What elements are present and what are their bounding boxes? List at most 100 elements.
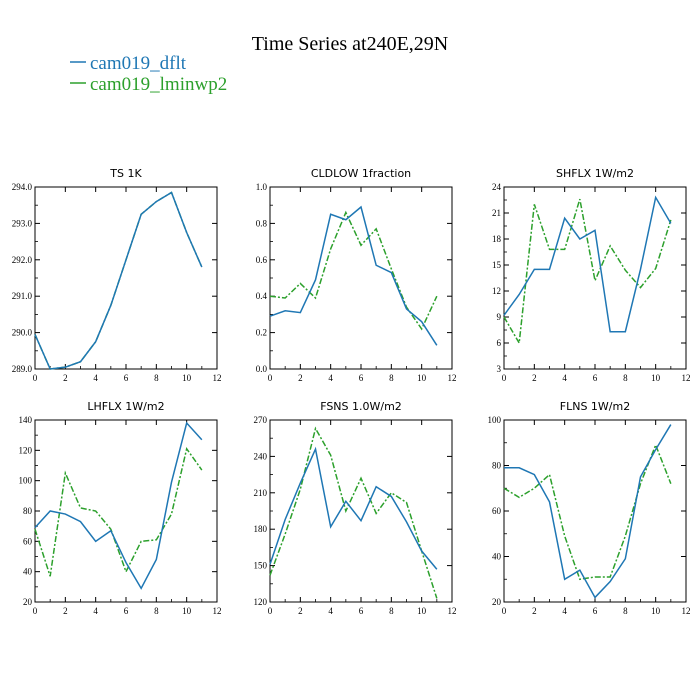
y-tick-label-ts: 291.0 bbox=[12, 291, 33, 301]
series-line-cam019-dflt-flns bbox=[504, 424, 672, 599]
x-tick-label-shflx: 2 bbox=[532, 373, 537, 383]
y-tick-label-cldlow: 1.0 bbox=[256, 182, 268, 192]
chart-panel-ts: TS 1K 0 2 4 6 8 10 12 289.0 290.0 291.0 292.0 293.0 2… bbox=[12, 167, 222, 383]
series-line-cam019-lminwp2-lhflx bbox=[34, 447, 203, 577]
x-tick-label-fsns: 2 bbox=[298, 606, 303, 616]
y-tick-label-ts: 290.0 bbox=[12, 328, 33, 338]
x-tick-label-cldlow: 0 bbox=[268, 373, 273, 383]
y-tick-label-fsns: 240 bbox=[254, 451, 268, 461]
figure-title: Time Series at240E,29N bbox=[252, 33, 448, 55]
x-tick-label-flns: 2 bbox=[532, 606, 537, 616]
y-tick-label-lhflx: 100 bbox=[19, 476, 33, 486]
series-line-cam019-dflt-lhflx bbox=[34, 421, 203, 590]
x-tick-label-flns: 10 bbox=[651, 606, 661, 616]
x-tick-label-lhflx: 8 bbox=[154, 606, 159, 616]
plot-frame-fsns bbox=[269, 419, 453, 603]
x-tick-label-flns: 6 bbox=[593, 606, 598, 616]
y-tick-label-ts: 292.0 bbox=[12, 255, 33, 265]
x-tick-label-lhflx: 12 bbox=[213, 606, 222, 616]
y-tick-label-lhflx: 80 bbox=[23, 506, 33, 516]
chart-panel-flns: FLNS 1W/m2 0 2 4 6 8 10 12 20 40 60 80 100 bbox=[488, 400, 691, 616]
legend-entry-dflt: cam019_dflt bbox=[70, 53, 187, 74]
x-tick-label-shflx: 0 bbox=[502, 373, 507, 383]
x-tick-label-flns: 12 bbox=[682, 606, 691, 616]
y-tick-label-fsns: 270 bbox=[254, 415, 268, 425]
x-tick-label-cldlow: 8 bbox=[389, 373, 394, 383]
series-line-cam019-lminwp2-flns bbox=[503, 442, 672, 581]
x-tick-label-ts: 6 bbox=[124, 373, 129, 383]
legend-entry-lminwp2: cam019_lminwp2 bbox=[70, 74, 227, 95]
series-line-cam019-dflt-shflx bbox=[503, 195, 672, 333]
y-tick-label-shflx: 6 bbox=[497, 338, 502, 348]
x-tick-label-shflx: 10 bbox=[651, 373, 661, 383]
y-tick-label-fsns: 210 bbox=[254, 488, 268, 498]
x-tick-label-lhflx: 6 bbox=[124, 606, 129, 616]
x-tick-label-ts: 4 bbox=[93, 373, 98, 383]
x-tick-label-shflx: 12 bbox=[682, 373, 691, 383]
x-tick-label-fsns: 0 bbox=[268, 606, 273, 616]
series-line-cam019-dflt-ts bbox=[34, 191, 203, 370]
x-tick-label-lhflx: 4 bbox=[93, 606, 98, 616]
legend-label-dflt: cam019_dflt bbox=[90, 53, 187, 74]
x-tick-label-cldlow: 2 bbox=[298, 373, 303, 383]
y-tick-label-shflx: 24 bbox=[492, 182, 502, 192]
legend-label-lminwp2: cam019_lminwp2 bbox=[90, 74, 227, 95]
x-tick-label-fsns: 10 bbox=[417, 606, 427, 616]
y-tick-label-cldlow: 0.6 bbox=[256, 255, 268, 265]
y-tick-label-shflx: 9 bbox=[497, 312, 502, 322]
y-tick-label-ts: 294.0 bbox=[12, 182, 33, 192]
chart-title-fsns: FSNS 1.0W/m2 bbox=[320, 400, 402, 413]
y-tick-label-shflx: 15 bbox=[492, 260, 502, 270]
x-tick-label-shflx: 6 bbox=[593, 373, 598, 383]
plot-frame-ts bbox=[34, 186, 218, 370]
x-tick-label-ts: 2 bbox=[63, 373, 68, 383]
y-tick-label-lhflx: 40 bbox=[23, 567, 33, 577]
y-tick-label-shflx: 3 bbox=[497, 364, 502, 374]
y-tick-label-ts: 293.0 bbox=[12, 218, 33, 228]
y-tick-label-fsns: 180 bbox=[254, 524, 268, 534]
chart-title-shflx: SHFLX 1W/m2 bbox=[556, 167, 634, 180]
x-tick-label-shflx: 4 bbox=[562, 373, 567, 383]
chart-title-lhflx: LHFLX 1W/m2 bbox=[87, 400, 164, 413]
x-tick-label-fsns: 4 bbox=[328, 606, 333, 616]
series-line-cam019-dflt-fsns bbox=[269, 446, 438, 570]
x-tick-label-flns: 8 bbox=[623, 606, 628, 616]
x-tick-label-lhflx: 2 bbox=[63, 606, 68, 616]
x-tick-label-fsns: 8 bbox=[389, 606, 394, 616]
y-tick-label-lhflx: 60 bbox=[23, 536, 33, 546]
y-tick-label-flns: 60 bbox=[492, 506, 502, 516]
x-tick-label-cldlow: 6 bbox=[359, 373, 364, 383]
plot-frame-flns bbox=[503, 419, 687, 603]
x-tick-label-shflx: 8 bbox=[623, 373, 628, 383]
x-tick-label-cldlow: 10 bbox=[417, 373, 427, 383]
x-tick-label-ts: 0 bbox=[33, 373, 38, 383]
y-tick-label-cldlow: 0.0 bbox=[256, 364, 268, 374]
y-tick-label-flns: 80 bbox=[492, 461, 502, 471]
y-tick-label-shflx: 12 bbox=[492, 286, 501, 296]
chart-title-cldlow: CLDLOW 1fraction bbox=[311, 167, 411, 180]
x-tick-label-ts: 8 bbox=[154, 373, 159, 383]
x-tick-label-lhflx: 10 bbox=[182, 606, 192, 616]
y-tick-label-flns: 20 bbox=[492, 597, 502, 607]
x-tick-label-flns: 0 bbox=[502, 606, 507, 616]
y-tick-label-lhflx: 120 bbox=[19, 445, 33, 455]
y-tick-label-fsns: 120 bbox=[254, 597, 268, 607]
x-tick-label-fsns: 6 bbox=[359, 606, 364, 616]
x-tick-label-ts: 10 bbox=[182, 373, 192, 383]
y-tick-label-ts: 289.0 bbox=[12, 364, 33, 374]
panels-grid: TS 1K0 2 4 6 8 10 12289.0290.0291.0292.0293.02… bbox=[12, 167, 691, 616]
y-tick-label-shflx: 18 bbox=[492, 234, 502, 244]
plot-frame-lhflx bbox=[34, 419, 218, 603]
x-tick-label-cldlow: 4 bbox=[328, 373, 333, 383]
y-tick-label-fsns: 150 bbox=[254, 561, 268, 571]
series-line-cam019-lminwp2-fsns bbox=[269, 426, 438, 599]
y-tick-label-cldlow: 0.8 bbox=[256, 218, 268, 228]
y-tick-label-flns: 40 bbox=[492, 552, 502, 562]
x-tick-label-cldlow: 12 bbox=[448, 373, 457, 383]
y-tick-label-cldlow: 0.4 bbox=[256, 291, 268, 301]
chart-panel-lhflx: LHFLX 1W/m2 0 2 4 6 8 10 12 20 40 60 80 100 120 140 bbox=[19, 400, 222, 616]
x-tick-label-fsns: 12 bbox=[448, 606, 457, 616]
y-tick-label-cldlow: 0.2 bbox=[256, 328, 267, 338]
